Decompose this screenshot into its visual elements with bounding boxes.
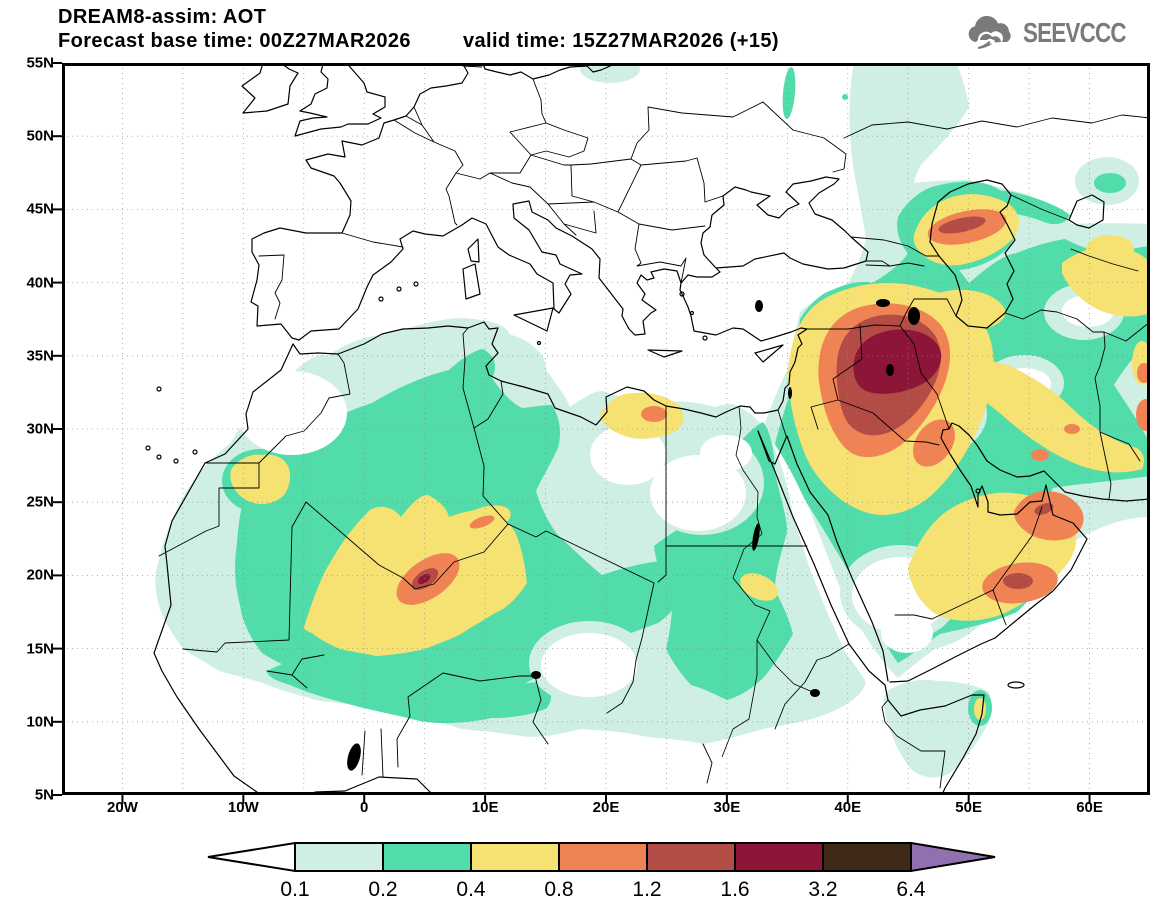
colorbar-tick-label: 0.1: [280, 878, 309, 901]
colorbar-segment: [646, 842, 736, 872]
colorbar-segment: [470, 842, 560, 872]
graticule: [62, 63, 1150, 795]
lat-tick-label: 5N: [34, 786, 54, 804]
valid-time: valid time: 15Z27MAR2026 (+15): [462, 30, 779, 52]
colorbar-tick-label: 3.2: [808, 878, 837, 901]
colorbar-segment: [734, 842, 824, 872]
colorbar-right-arrow: [910, 841, 996, 873]
colorbar-tick-label: 0.4: [456, 878, 486, 901]
lon-tick-label: 10E: [471, 799, 499, 816]
colorbar-segment: [558, 842, 648, 872]
colorbar-segment: [294, 842, 384, 872]
lon-tick-label: 30E: [713, 799, 741, 816]
colorbar-tick-label: 1.2: [632, 878, 661, 901]
coastlines: [145, 63, 1150, 795]
subtitle: Forecast base time: 00Z27MAR2026 valid ti…: [58, 30, 779, 53]
lon-tick-label: 60E: [1076, 799, 1103, 816]
forecast-base-time: Forecast base time: 00Z27MAR2026: [58, 30, 411, 52]
lat-tick-label: 30N: [26, 420, 54, 438]
lon-tick-label: 10W: [227, 799, 259, 816]
lat-tick-label: 45N: [26, 200, 54, 218]
rivers-lakes: [347, 299, 920, 771]
colorbar-tick-label: 1.6: [720, 878, 749, 901]
colorbar-tick-label: 6.4: [896, 878, 926, 901]
lon-tick-label: 20E: [592, 799, 620, 816]
country-borders: [158, 65, 1150, 789]
lon-tick-label: 20W: [107, 799, 138, 816]
map-frame: [62, 63, 1150, 795]
lon-tick-label: 40E: [834, 799, 862, 816]
seevccc-logo: SEEVCCC: [966, 16, 1151, 50]
lat-tick-label: 20N: [26, 566, 54, 584]
aot-contours-level-6: [417, 329, 942, 585]
colorbar-tick-label: 0.2: [368, 878, 397, 901]
lat-tick-label: 40N: [26, 274, 54, 292]
lat-tick-label: 55N: [26, 54, 54, 72]
lat-tick-label: 15N: [26, 640, 54, 658]
forecast-map: [53, 62, 1150, 804]
lat-tick-label: 50N: [26, 127, 54, 145]
lat-tick-label: 35N: [26, 347, 54, 365]
logo-text: SEEVCCC: [1022, 17, 1127, 48]
cloud-icon: [968, 16, 1011, 49]
map-canvas: [53, 62, 1150, 804]
colorbar-left-arrow: [207, 841, 296, 873]
axis-ticks: [53, 62, 1091, 804]
colorbar-segment: [822, 842, 912, 872]
lat-tick-label: 10N: [26, 713, 54, 731]
lon-tick-label: 50E: [955, 799, 983, 816]
colorbar-tick-label: 0.8: [544, 878, 573, 901]
lon-tick-label: 0: [360, 799, 369, 816]
colorbar: 0.1 0.2 0.4 0.8 1.2 1.6 3.2 6.4: [207, 841, 996, 901]
lat-tick-label: 25N: [26, 493, 54, 511]
colorbar-segment: [382, 842, 472, 872]
page-title: DREAM8-assim: AOT: [58, 6, 267, 28]
